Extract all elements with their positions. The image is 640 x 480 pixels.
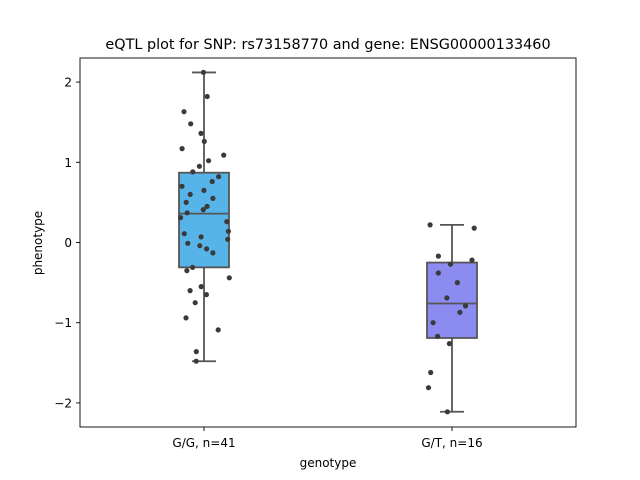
axes: −2 −1 0 1 2 G/G, n=41 G/T, n=16: [54, 57, 577, 450]
data-point: [447, 261, 454, 267]
data-point: [197, 243, 203, 249]
data-point: [425, 385, 432, 391]
data-point: [196, 163, 202, 169]
data-point: [427, 222, 433, 228]
data-point: [193, 349, 199, 355]
data-point: [185, 240, 191, 246]
plot-area: [178, 69, 478, 415]
data-point: [204, 203, 210, 209]
data-point: [428, 369, 434, 376]
data-point: [190, 264, 196, 270]
data-point: [198, 284, 204, 290]
iqr-box: [426, 261, 478, 339]
data-point: [187, 288, 193, 294]
data-point: [462, 303, 469, 309]
box-group-2: [425, 222, 478, 415]
data-point: [179, 183, 185, 189]
chart-title: eQTL plot for SNP: rs73158770 and gene: …: [105, 37, 550, 53]
data-point: [200, 69, 207, 75]
y-tick-label: 2: [64, 76, 72, 90]
data-point: [216, 174, 222, 180]
x-tick-label: G/G, n=41: [172, 436, 235, 450]
data-point: [446, 341, 452, 347]
data-point: [188, 121, 194, 127]
data-point: [183, 315, 189, 321]
data-point: [209, 178, 215, 185]
data-point: [454, 280, 460, 286]
iqr-box: [178, 171, 230, 269]
y-tick-label: 0: [64, 236, 72, 250]
data-point: [181, 109, 187, 115]
data-point: [224, 219, 230, 225]
plot-frame: [79, 57, 577, 428]
data-point: [184, 210, 190, 216]
y-tick-label: −1: [54, 316, 72, 330]
data-point: [198, 130, 204, 136]
y-tick-label: 1: [64, 156, 72, 170]
box-group-1: [178, 69, 232, 364]
data-point: [206, 158, 212, 164]
data-point: [181, 231, 187, 237]
data-point: [187, 191, 193, 197]
data-point: [190, 169, 196, 175]
data-point: [225, 228, 231, 234]
data-point: [178, 215, 184, 221]
data-point: [430, 320, 436, 326]
data-point: [225, 236, 231, 242]
data-point: [435, 333, 441, 339]
data-point: [210, 195, 216, 201]
data-point: [210, 250, 216, 256]
data-point: [469, 257, 475, 263]
data-point: [183, 199, 189, 205]
data-point: [444, 409, 450, 415]
data-point: [204, 93, 210, 100]
data-point: [203, 292, 209, 298]
data-point: [226, 275, 232, 281]
data-point: [193, 358, 199, 364]
y-tick-label: −2: [54, 396, 72, 410]
data-point: [444, 295, 450, 301]
data-point: [179, 146, 185, 152]
data-point: [198, 234, 204, 240]
x-tick-label: G/T, n=16: [421, 436, 482, 450]
data-point: [457, 309, 463, 315]
data-point: [192, 300, 198, 306]
data-point: [200, 207, 206, 213]
data-point: [215, 327, 221, 333]
data-point: [471, 225, 477, 231]
x-axis-label: genotype: [300, 456, 357, 470]
y-axis-label: phenotype: [31, 211, 45, 275]
data-point: [204, 246, 210, 252]
data-point: [221, 152, 227, 158]
data-point: [201, 138, 207, 144]
data-point: [435, 270, 441, 276]
data-point: [435, 253, 441, 259]
data-point: [201, 187, 207, 193]
data-point: [184, 268, 190, 274]
